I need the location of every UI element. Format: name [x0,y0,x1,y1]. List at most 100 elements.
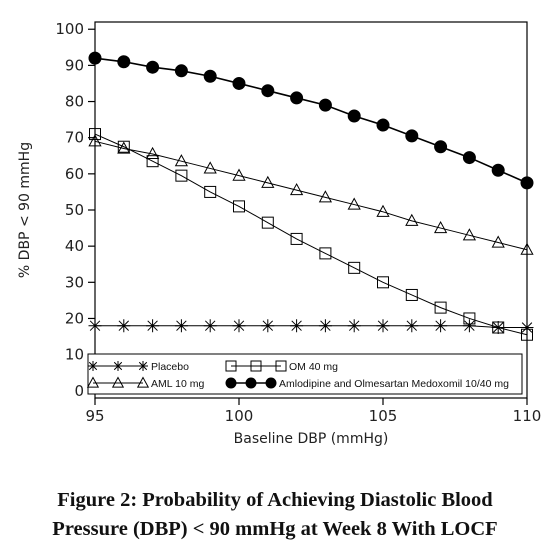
y-tick-label: 80 [65,93,84,111]
data-point [117,141,131,154]
series-circle [88,51,534,190]
data-point [174,154,189,167]
legend-marker [86,376,100,388]
legend-marker [275,360,287,372]
data-point [290,232,303,245]
y-axis-title: % DBP < 90 mmHg [17,142,33,278]
plot-frame [94,21,528,399]
y-tick-label: 10 [65,346,84,364]
data-point [462,228,477,241]
legend: Placebo OM 40 mg AML 10 mg Amlodipine and O… [86,353,523,395]
data-point [520,242,534,255]
legend-box [87,353,523,395]
data-point [405,319,419,333]
caption-line-2: Pressure (DBP) < 90 mmHg at Week 8 With … [52,518,498,540]
legend-marker [225,377,237,389]
data-point [462,319,476,333]
data-point [318,190,333,203]
figure-caption: Figure 2: Probability of Achieving Diast… [0,486,550,544]
data-point [433,220,448,234]
caption-line-1: Figure 2: Probability of Achieving Diast… [57,489,493,511]
data-point [405,213,419,226]
data-point [491,163,505,177]
y-tick-label: 40 [65,237,84,255]
data-point [434,301,447,314]
series-star [88,319,534,334]
legend-marker [88,361,98,371]
legend-label: OM 40 mg [289,361,338,373]
data-point [117,319,131,333]
data-point [204,185,217,198]
legend-label: AML 10 mg [151,378,204,390]
x-axis: 95 100 105 110 [85,398,541,425]
data-point [175,169,188,182]
data-point [146,319,160,333]
series-line [94,57,528,184]
y-tick-label: 20 [65,309,84,327]
data-point [319,247,332,260]
data-point [520,176,534,190]
x-tick-label: 110 [513,407,542,425]
data-point [376,204,390,217]
data-point [88,51,102,65]
data-point [174,64,188,78]
legend-label: Amlodipine and Olmesartan Medoxomil 10/4… [279,378,509,390]
data-point [318,319,332,333]
plot-area [94,21,528,399]
data-point [174,319,188,333]
legend-marker [250,360,262,372]
data-point [145,146,160,159]
data-point [261,319,275,333]
legend-marker [113,361,123,371]
y-tick-label: 100 [55,20,84,38]
legend-marker [265,377,277,389]
data-point [376,319,390,333]
data-point [289,183,304,196]
y-tick-label: 60 [65,165,84,183]
legend-marker [111,376,125,388]
x-axis-title: Baseline DBP (mmHg) [234,431,389,447]
data-point [261,216,274,229]
y-tick-label: 70 [65,129,84,147]
data-point [232,168,246,181]
series-line [94,140,528,251]
data-point [146,60,160,74]
series-layer [88,51,534,341]
data-point [405,129,419,143]
data-point [405,288,418,301]
data-point [377,276,389,289]
x-tick-label: 105 [369,407,398,425]
data-point [203,69,217,83]
data-point [376,118,390,132]
data-point [492,321,505,334]
data-point [203,319,217,333]
legend-entry: AML 10 mg [86,376,204,390]
data-point [290,91,304,105]
data-point [261,84,275,98]
y-tick-label: 90 [65,56,84,74]
data-point [290,319,304,333]
data-point [88,319,102,333]
data-point [521,328,533,341]
x-tick-label: 95 [85,407,104,425]
data-point [203,161,217,174]
chart: 95 100 105 110 0 10 20 30 40 50 60 70 80 90 100 Place… [17,20,541,447]
y-tick-label: 50 [65,201,84,219]
data-point [347,197,361,210]
data-point [434,319,448,333]
legend-marker [245,377,257,389]
legend-marker [136,376,150,388]
data-point [232,319,246,333]
data-point [89,128,101,141]
data-point [318,98,332,112]
data-point [88,134,102,147]
data-point [491,235,505,248]
y-axis: 0 10 20 30 40 50 60 70 80 90 100 [55,20,95,400]
y-tick-label: 30 [65,273,84,291]
data-point [232,76,246,90]
data-point [520,321,534,334]
legend-entry: Placebo [88,361,189,373]
legend-marker [138,361,148,371]
data-point [146,155,159,168]
x-tick-label: 100 [225,407,254,425]
